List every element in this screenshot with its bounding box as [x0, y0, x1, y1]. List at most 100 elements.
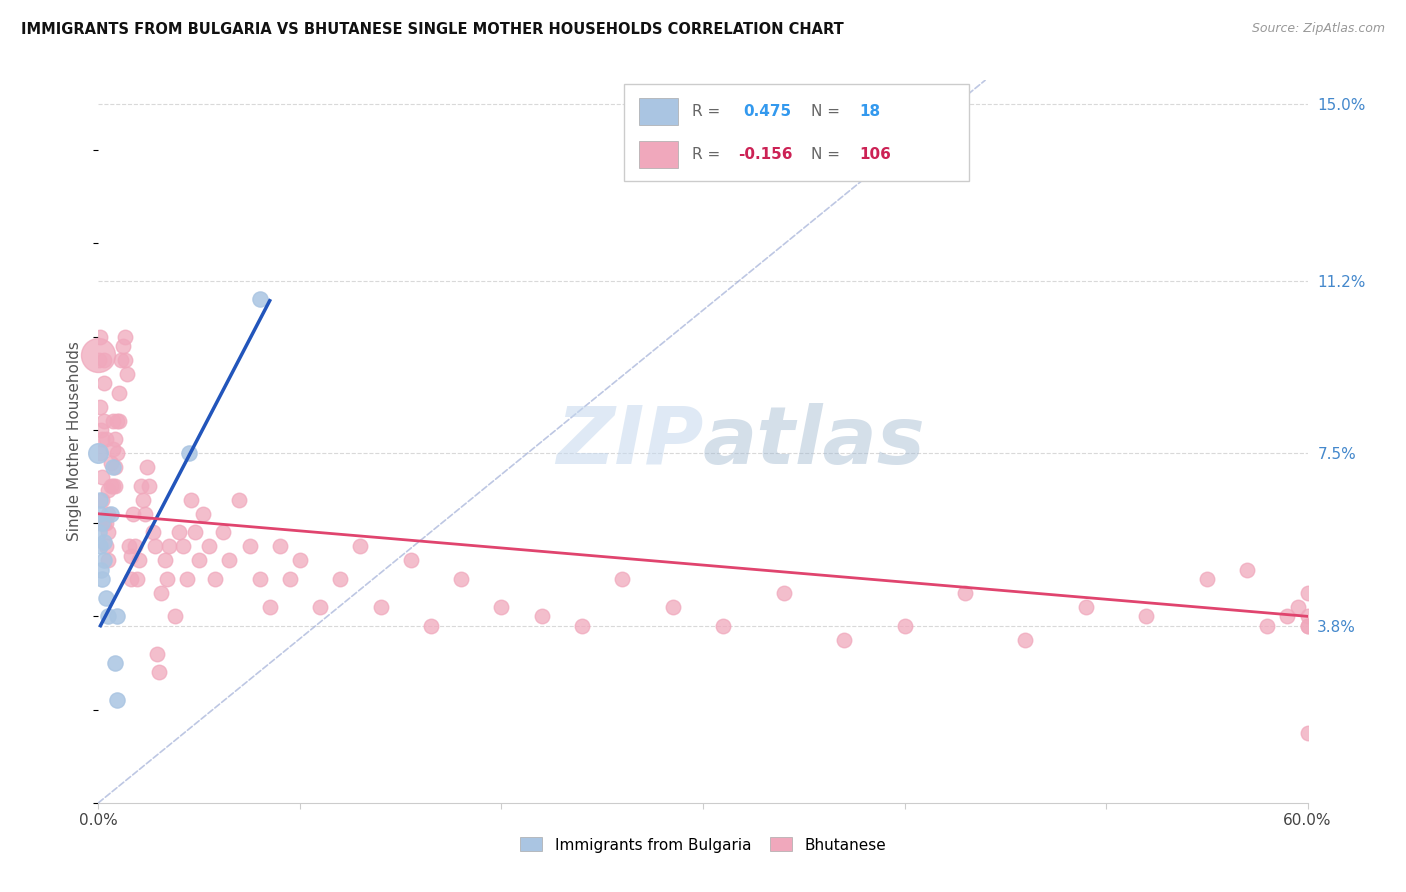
Point — [87, 516, 110, 530]
FancyBboxPatch shape — [638, 97, 678, 125]
Point — [612, 572, 634, 586]
Point — [1296, 609, 1319, 624]
Text: 18: 18 — [859, 103, 880, 119]
Point — [329, 572, 352, 586]
Point — [120, 549, 142, 563]
Text: IMMIGRANTS FROM BULGARIA VS BHUTANESE SINGLE MOTHER HOUSEHOLDS CORRELATION CHART: IMMIGRANTS FROM BULGARIA VS BHUTANESE SI… — [21, 22, 844, 37]
Legend: Immigrants from Bulgaria, Bhutanese: Immigrants from Bulgaria, Bhutanese — [512, 830, 894, 860]
Point — [249, 293, 271, 307]
Point — [218, 553, 240, 567]
Point — [124, 540, 146, 554]
Point — [93, 413, 115, 427]
Point — [90, 423, 112, 437]
Point — [105, 413, 128, 427]
Point — [89, 329, 111, 343]
Point — [399, 553, 422, 567]
Point — [115, 367, 138, 381]
Point — [91, 572, 114, 586]
Point — [91, 432, 114, 446]
Point — [1296, 618, 1319, 632]
Point — [96, 516, 118, 530]
Point — [661, 600, 683, 615]
Point — [146, 647, 169, 661]
Point — [157, 540, 180, 554]
Point — [91, 469, 114, 483]
Point — [89, 540, 111, 554]
Point — [212, 525, 235, 540]
Point — [91, 492, 114, 507]
Point — [370, 600, 392, 615]
Point — [138, 479, 160, 493]
Point — [349, 540, 371, 554]
Point — [1277, 609, 1299, 624]
Point — [148, 665, 170, 680]
Point — [167, 525, 190, 540]
Point — [288, 553, 311, 567]
Text: 0.475: 0.475 — [742, 103, 792, 119]
Point — [89, 525, 111, 540]
Point — [239, 540, 262, 554]
Point — [90, 563, 112, 577]
Point — [249, 572, 271, 586]
Point — [87, 446, 110, 460]
Y-axis label: Single Mother Households: Single Mother Households — [67, 342, 83, 541]
Point — [89, 492, 111, 507]
Point — [89, 400, 111, 414]
Point — [530, 609, 553, 624]
Point — [1014, 632, 1036, 647]
FancyBboxPatch shape — [638, 141, 678, 169]
Point — [93, 376, 115, 391]
Point — [1256, 618, 1278, 632]
Point — [176, 572, 198, 586]
Text: N =: N = — [811, 103, 845, 119]
Point — [107, 385, 129, 400]
Point — [103, 479, 125, 493]
Point — [1296, 726, 1319, 740]
Point — [259, 600, 281, 615]
Text: 106: 106 — [859, 147, 891, 162]
Point — [93, 516, 115, 530]
Point — [193, 507, 215, 521]
Point — [97, 483, 120, 498]
Point — [93, 534, 115, 549]
Point — [149, 586, 172, 600]
Point — [491, 600, 513, 615]
Point — [134, 507, 156, 521]
Point — [953, 586, 976, 600]
Point — [1195, 572, 1218, 586]
Point — [101, 460, 124, 475]
Point — [571, 618, 593, 632]
FancyBboxPatch shape — [624, 84, 969, 181]
Point — [188, 553, 211, 567]
Point — [125, 572, 148, 586]
Point — [129, 479, 152, 493]
Point — [96, 591, 118, 605]
Text: Source: ZipAtlas.com: Source: ZipAtlas.com — [1251, 22, 1385, 36]
Text: R =: R = — [692, 103, 725, 119]
Point — [228, 492, 250, 507]
Point — [1286, 600, 1309, 615]
Point — [832, 632, 855, 647]
Point — [103, 656, 125, 670]
Point — [1074, 600, 1097, 615]
Point — [132, 492, 155, 507]
Point — [179, 446, 201, 460]
Point — [163, 609, 186, 624]
Point — [105, 446, 128, 460]
Point — [111, 339, 134, 353]
Point — [93, 353, 115, 368]
Point — [309, 600, 332, 615]
Point — [103, 432, 125, 446]
Point — [450, 572, 472, 586]
Point — [172, 540, 194, 554]
Point — [100, 507, 122, 521]
Point — [105, 609, 128, 624]
Point — [142, 525, 165, 540]
Point — [97, 507, 120, 521]
Point — [269, 540, 291, 554]
Point — [100, 456, 122, 470]
Point — [110, 353, 132, 368]
Point — [135, 460, 157, 475]
Point — [107, 413, 129, 427]
Point — [204, 572, 226, 586]
